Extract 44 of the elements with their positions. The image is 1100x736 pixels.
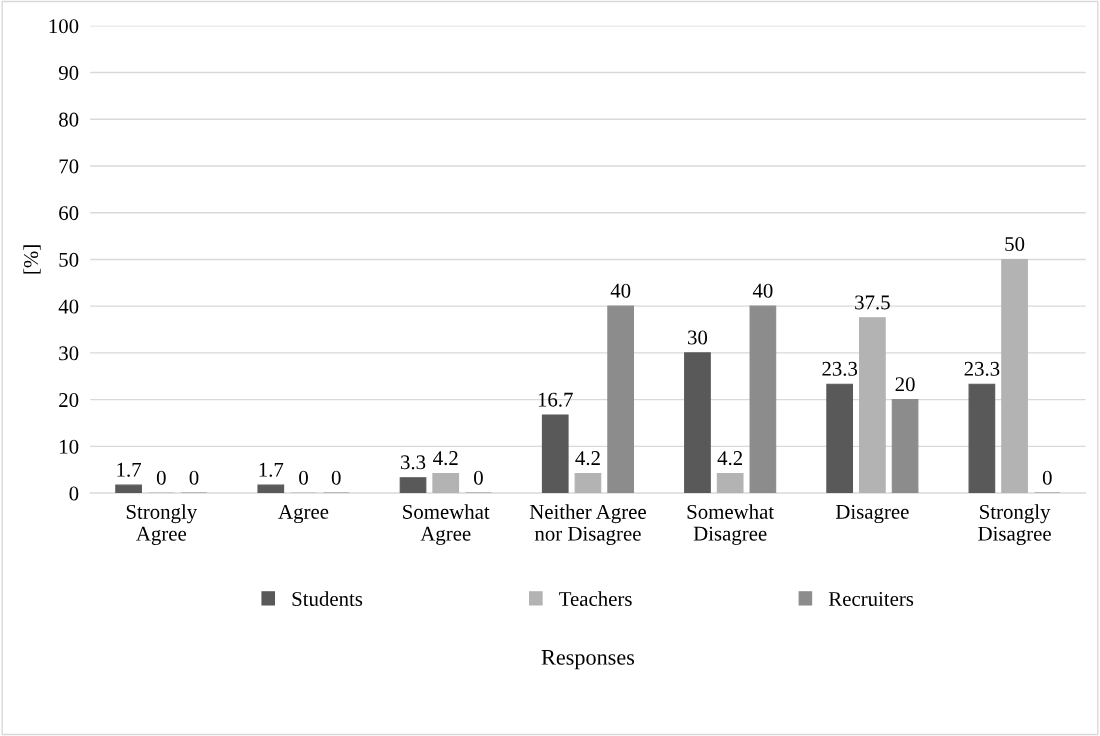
y-axis-title: [%] (23, 245, 41, 274)
y-tick-label: 80 (59, 112, 79, 127)
x-tick-label: Somewhat Agree (403, 504, 490, 545)
data-label: 4.2 (717, 451, 743, 466)
x-tick-label: Agree (278, 504, 329, 524)
data-label: 20 (895, 377, 915, 392)
legend-label: Teachers (559, 591, 632, 606)
x-axis-title: Responses (541, 650, 635, 670)
data-label: 16.7 (538, 392, 573, 407)
y-tick-label: 20 (59, 393, 79, 408)
y-tick-label: 30 (59, 346, 79, 361)
data-label: 4.2 (433, 451, 458, 466)
x-tick-label: Disagree (835, 504, 909, 524)
data-label: 23.3 (964, 361, 1000, 376)
data-label: 23.3 (822, 361, 858, 376)
x-tick-label: Strongly Disagree (978, 504, 1051, 546)
data-label: 0 (189, 470, 199, 485)
x-tick-label: Somewhat Disagree (687, 504, 775, 545)
data-label: 0 (474, 470, 483, 485)
data-label: 0 (1042, 470, 1052, 485)
y-tick-label: 50 (59, 252, 79, 267)
data-label: 1.7 (117, 462, 142, 477)
data-label: 40 (610, 283, 631, 298)
legend-label: Recruiters (828, 591, 914, 606)
x-tick-label: Strongly Agree (126, 504, 198, 546)
x-tick-label: Neither Agree nor Disagree (529, 504, 646, 546)
data-label: 30 (688, 330, 708, 345)
y-tick-label: 0 (69, 486, 79, 501)
y-tick-label: 90 (58, 65, 79, 80)
y-tick-label: 10 (60, 439, 79, 454)
y-tick-label: 100 (49, 19, 79, 34)
data-label: 0 (299, 470, 308, 485)
data-label: 3.3 (401, 455, 426, 470)
y-tick-label: 60 (59, 206, 79, 221)
data-label: 1.7 (259, 462, 284, 477)
data-label: 0 (156, 470, 166, 485)
data-label: 50 (1005, 236, 1025, 252)
data-label: 37.5 (855, 295, 890, 310)
y-tick-label: 70 (59, 159, 79, 174)
data-label: 0 (331, 470, 341, 485)
data-label: 40 (752, 283, 773, 298)
data-label: 4.2 (575, 451, 600, 466)
y-tick-label: 40 (58, 299, 79, 314)
legend-label: Students (292, 591, 363, 606)
